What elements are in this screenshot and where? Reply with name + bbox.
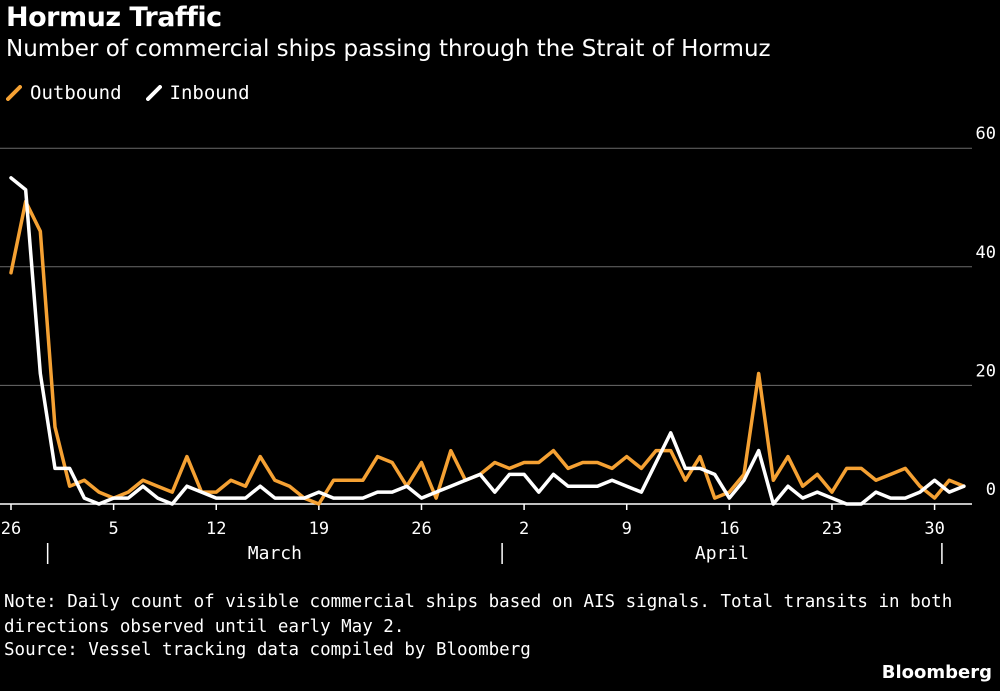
legend: Outbound Inbound — [6, 82, 274, 104]
y-tick-label-20: 20 — [976, 361, 996, 381]
legend-item-inbound: Inbound — [145, 82, 250, 104]
x-tick-label-2026-03-12: 12 — [206, 519, 226, 539]
legend-item-outbound: Outbound — [6, 82, 122, 104]
x-tick-label-2026-04-16: 16 — [719, 519, 739, 539]
series-line-inbound — [9, 176, 966, 506]
x-tick-label-2026-04-23: 23 — [822, 519, 842, 539]
x-tick-label-2026-04-02: 2 — [519, 519, 529, 539]
legend-label-outbound: Outbound — [30, 82, 122, 104]
legend-swatch-inbound — [145, 85, 162, 101]
x-tick-label-2026-03-05: 5 — [108, 519, 118, 539]
x-tick-label-2026-04-30: 30 — [924, 519, 944, 539]
x-tick-label-2026-03-19: 19 — [309, 519, 329, 539]
chart-source: Source: Vessel tracking data compiled by… — [4, 640, 531, 660]
series-line-outbound — [9, 199, 966, 506]
chart-note: Note: Daily count of visible commercial … — [4, 592, 953, 637]
month-label-april: April — [695, 543, 749, 564]
x-tick-label-2026-03-26: 26 — [411, 519, 431, 539]
legend-label-inbound: Inbound — [169, 82, 250, 104]
x-tick-label-2026-02-26: 26 — [1, 519, 21, 539]
legend-swatch-outbound — [6, 85, 22, 101]
x-tick-label-2026-04-09: 9 — [622, 519, 632, 539]
chart-subtitle: Number of commercial ships passing throu… — [6, 36, 771, 62]
y-tick-label-40: 40 — [976, 243, 996, 263]
brand-logo: Bloomberg — [881, 662, 992, 683]
y-tick-label-60: 60 — [976, 124, 996, 144]
y-tick-label-0: 0 — [986, 480, 996, 500]
month-label-march: March — [248, 543, 302, 564]
chart-title: Hormuz Traffic — [6, 2, 222, 33]
